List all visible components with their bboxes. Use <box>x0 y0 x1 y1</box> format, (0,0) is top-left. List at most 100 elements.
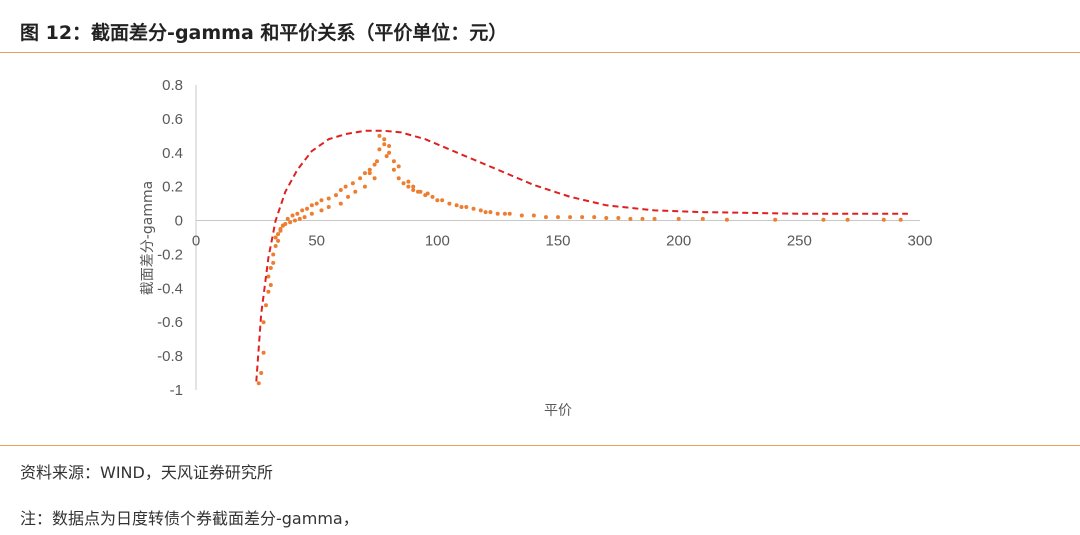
y-tick-label: -0.4 <box>157 280 183 297</box>
data-point <box>447 201 452 206</box>
data-point <box>430 194 435 199</box>
data-point <box>382 142 387 147</box>
data-point <box>278 228 283 233</box>
header-rule <box>0 52 1080 53</box>
data-point <box>406 184 411 189</box>
y-tick-label: 0 <box>175 213 183 230</box>
data-point <box>382 137 387 142</box>
data-point <box>440 198 445 203</box>
data-point <box>353 189 358 194</box>
data-point <box>464 205 469 209</box>
data-point <box>292 218 297 223</box>
data-point <box>435 198 440 203</box>
data-point <box>259 371 264 376</box>
data-point <box>387 144 392 148</box>
data-point <box>297 216 302 221</box>
data-point <box>845 217 850 222</box>
data-point <box>676 216 681 221</box>
data-point <box>616 216 621 221</box>
x-tick-label: 200 <box>666 233 691 250</box>
data-point <box>391 159 396 164</box>
y-tick-label: -0.8 <box>157 348 183 365</box>
data-point <box>261 320 266 325</box>
y-tick-label: -1 <box>170 382 183 399</box>
data-points <box>256 133 903 386</box>
data-point <box>372 176 377 181</box>
data-point <box>478 208 483 213</box>
y-tick-label: -0.6 <box>157 314 183 331</box>
data-point <box>319 198 324 203</box>
data-point <box>580 215 585 220</box>
footer-rule <box>0 445 1080 446</box>
x-tick-label: 50 <box>308 233 325 250</box>
data-point <box>652 216 657 221</box>
data-point <box>350 181 355 186</box>
y-tick-label: 0.8 <box>162 77 183 94</box>
data-point <box>396 176 401 181</box>
data-point <box>483 210 488 215</box>
data-point <box>640 216 645 221</box>
data-point <box>391 167 396 172</box>
data-point <box>881 217 886 222</box>
x-tick-label: 300 <box>907 233 932 250</box>
data-point <box>375 159 379 164</box>
y-axis-label: 截面差分-gamma <box>140 181 156 295</box>
data-point <box>471 206 476 211</box>
data-point <box>507 211 512 216</box>
data-point <box>362 184 367 189</box>
data-point <box>266 274 271 279</box>
data-point <box>273 243 278 248</box>
data-point <box>343 184 348 189</box>
data-point <box>290 213 295 218</box>
data-point <box>280 223 285 228</box>
x-axis-tick-labels: 0 50 100 150 200 250 300 <box>192 233 933 250</box>
data-point <box>346 194 351 199</box>
data-point <box>396 164 401 169</box>
x-axis-label: 平价 <box>544 403 572 419</box>
data-point <box>495 211 500 216</box>
data-point <box>700 216 705 221</box>
data-point <box>302 215 307 220</box>
data-point <box>338 188 343 193</box>
data-point <box>377 147 382 152</box>
data-point <box>377 133 382 138</box>
data-point <box>592 215 597 220</box>
data-point <box>411 188 416 193</box>
data-point <box>309 203 314 208</box>
data-point <box>319 208 324 213</box>
envelope-curve <box>255 129 908 382</box>
data-point <box>362 171 367 176</box>
data-point <box>367 167 372 172</box>
data-point <box>285 216 290 221</box>
data-point <box>604 216 609 221</box>
y-tick-label: 0.6 <box>162 111 183 128</box>
data-point <box>628 216 633 221</box>
data-point <box>367 171 372 176</box>
data-point <box>411 184 416 189</box>
data-point <box>309 211 314 216</box>
data-point <box>305 206 310 211</box>
y-tick-label: -0.2 <box>157 246 183 263</box>
data-point <box>454 203 459 208</box>
y-axis-tick-labels: 0.8 0.6 0.4 0.2 0 -0.2 -0.4 -0.6 -0.8 -1 <box>157 77 183 399</box>
data-point <box>314 201 319 206</box>
data-point <box>459 205 464 209</box>
data-point <box>488 210 493 215</box>
data-point <box>418 189 423 194</box>
data-point <box>271 252 276 257</box>
y-tick-label: 0.2 <box>162 179 183 196</box>
data-point <box>821 217 826 222</box>
data-point <box>268 282 273 287</box>
data-point <box>326 196 331 201</box>
data-point <box>531 213 536 218</box>
x-tick-label: 0 <box>192 233 200 250</box>
data-point <box>261 350 266 355</box>
data-point <box>543 215 548 220</box>
data-point <box>568 215 573 220</box>
data-point <box>425 191 430 196</box>
source-note: 资料来源：WIND，天风证券研究所 <box>20 463 273 482</box>
data-point <box>384 154 389 159</box>
figure-title: 图 12：截面差分-gamma 和平价关系（平价单位：元） <box>20 22 508 44</box>
data-point <box>276 232 281 237</box>
data-point <box>263 303 268 308</box>
